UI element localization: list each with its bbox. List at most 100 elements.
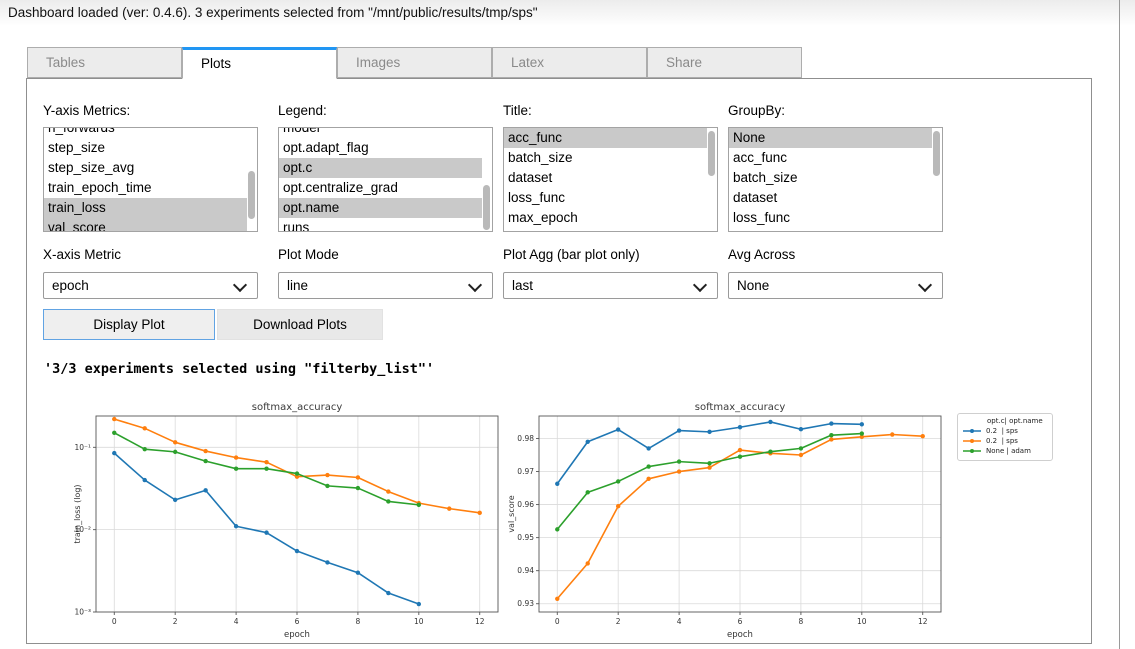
plot-legend-entry: None | adam — [963, 446, 1047, 456]
legend-listbox[interactable]: model opt.adapt_flag opt.c opt.centralize_g… — [278, 127, 493, 232]
scrollbar-track[interactable] — [247, 128, 257, 231]
list-option-model[interactable]: model — [283, 127, 320, 135]
list-option-acc_func[interactable]: acc_func — [504, 128, 707, 148]
legend-column: Legend: model opt.adapt_flag opt.c opt.centr… — [278, 103, 493, 232]
svg-text:8: 8 — [799, 617, 804, 626]
list-option-dataset[interactable]: dataset — [508, 170, 553, 185]
scrollbar-track[interactable] — [482, 128, 492, 231]
plot-legend-header: opt.c| opt.name — [987, 417, 1043, 425]
list-option-train_loss[interactable]: train_loss — [44, 198, 247, 218]
svg-text:softmax_accuracy: softmax_accuracy — [252, 402, 343, 413]
list-option-max_epoch[interactable]: max_epoch — [508, 210, 578, 225]
svg-text:12: 12 — [475, 617, 485, 626]
svg-text:0.94: 0.94 — [517, 566, 534, 575]
list-option-step_size_avg[interactable]: step_size_avg — [48, 160, 135, 175]
y-axis-metrics-label: Y-axis Metrics: — [43, 103, 131, 118]
list-option-step_size[interactable]: step_size — [48, 140, 106, 155]
svg-text:4: 4 — [234, 617, 239, 626]
avg-across-group: Avg Across None — [728, 247, 943, 299]
chevron-down-icon — [232, 277, 248, 293]
plot-agg-dropdown[interactable]: last — [503, 272, 718, 299]
legend-label: Legend: — [278, 103, 327, 118]
list-option-dataset[interactable]: dataset — [733, 190, 778, 205]
tab-tables[interactable]: Tables — [27, 47, 182, 78]
list-option-opt.adapt_flag[interactable]: opt.adapt_flag — [283, 140, 369, 155]
scrollbar-track[interactable] — [932, 128, 942, 231]
plot-legend-label: 0.2 | sps — [986, 427, 1018, 435]
list-option-loss_func[interactable]: loss_func — [733, 210, 791, 225]
train-loss-chart: 0 2 4 6 8 10 12 10⁻¹ 10⁻² 10⁻³ softmax_accuracyepo… — [73, 402, 499, 640]
svg-text:0.95: 0.95 — [517, 533, 534, 542]
svg-text:10⁻¹: 10⁻¹ — [74, 443, 91, 452]
svg-text:4: 4 — [677, 617, 682, 626]
groupby-label: GroupBy: — [728, 103, 786, 118]
svg-text:8: 8 — [356, 617, 361, 626]
x-axis-metric-label: X-axis Metric — [43, 247, 122, 262]
legend-line-marker-icon — [963, 429, 981, 433]
plot-mode-dropdown[interactable]: line — [278, 272, 493, 299]
svg-text:10⁻²: 10⁻² — [74, 525, 91, 534]
download-plots-button[interactable]: Download Plots — [217, 309, 383, 340]
plot-mode-label: Plot Mode — [278, 247, 339, 262]
display-plot-button[interactable]: Display Plot — [43, 309, 215, 340]
svg-text:10: 10 — [414, 617, 424, 626]
svg-text:2: 2 — [616, 617, 621, 626]
tab-latex[interactable]: Latex — [492, 47, 647, 78]
svg-text:0: 0 — [112, 617, 117, 626]
plot-agg-value: last — [512, 278, 534, 293]
svg-text:softmax_accuracy: softmax_accuracy — [695, 402, 786, 413]
legend-line-marker-icon — [963, 449, 981, 453]
val-score-chart: 0 2 4 6 8 10 12 0.93 0.94 0.95 0.96 0.97 0.98 softmax… — [507, 402, 942, 640]
svg-text:0.97: 0.97 — [517, 467, 534, 476]
list-option-n_forwards[interactable]: n_forwards — [48, 127, 115, 135]
tab-images[interactable]: Images — [337, 47, 492, 78]
list-option-batch_size[interactable]: batch_size — [508, 150, 573, 165]
scrollbar-thumb[interactable] — [483, 184, 490, 230]
y-axis-metrics-listbox[interactable]: n_forwards step_size step_size_avg train_ep… — [43, 127, 258, 232]
svg-text:val_score: val_score — [507, 495, 516, 532]
avg-across-label: Avg Across — [728, 247, 796, 262]
plot-legend-label: None | adam — [986, 447, 1031, 455]
scrollbar-track[interactable] — [707, 128, 717, 231]
scrollbar-thumb[interactable] — [708, 131, 715, 177]
list-option-batch_size[interactable]: batch_size — [733, 170, 798, 185]
svg-text:epoch: epoch — [727, 630, 753, 640]
list-option-opt.centralize_grad[interactable]: opt.centralize_grad — [283, 180, 398, 195]
svg-text:2: 2 — [173, 617, 178, 626]
list-option-runs[interactable]: runs — [283, 220, 310, 232]
legend-line-marker-icon — [963, 439, 981, 443]
plot-mode-group: Plot Mode line — [278, 247, 493, 299]
plot-legend-label: 0.2 | sps — [986, 437, 1018, 445]
list-option-loss_func[interactable]: loss_func — [508, 190, 566, 205]
plot-legend-entry: 0.2 | sps — [963, 426, 1047, 436]
x-axis-metric-dropdown[interactable]: epoch — [43, 272, 258, 299]
y-axis-metrics-column: Y-axis Metrics: n_forwards step_size step_s… — [43, 103, 258, 232]
x-axis-metric-value: epoch — [52, 278, 89, 293]
list-option-train_epoch_time[interactable]: train_epoch_time — [48, 180, 152, 195]
svg-text:0.96: 0.96 — [517, 500, 534, 509]
list-option-opt.c[interactable]: opt.c — [279, 158, 482, 178]
svg-text:0.98: 0.98 — [517, 434, 534, 443]
list-option-val_score[interactable]: val_score — [44, 218, 247, 231]
plot-agg-group: Plot Agg (bar plot only) last — [503, 247, 718, 299]
svg-text:12: 12 — [918, 617, 928, 626]
svg-text:epoch: epoch — [284, 630, 310, 640]
plot-mode-value: line — [287, 278, 309, 293]
chevron-down-icon — [692, 277, 708, 293]
svg-text:train_loss (log): train_loss (log) — [73, 484, 82, 543]
avg-across-dropdown[interactable]: None — [728, 272, 943, 299]
tab-plots[interactable]: Plots — [182, 47, 337, 79]
list-option-None[interactable]: None — [729, 128, 932, 148]
list-option-opt.name[interactable]: opt.name — [279, 198, 482, 218]
tab-share[interactable]: Share — [647, 47, 802, 78]
x-axis-metric-group: X-axis Metric epoch — [43, 247, 258, 299]
list-option-acc_func[interactable]: acc_func — [733, 150, 788, 165]
scrollbar-thumb[interactable] — [933, 131, 940, 177]
notebook-cell-border — [1119, 0, 1120, 649]
title-label: Title: — [503, 103, 532, 118]
scrollbar-thumb[interactable] — [248, 171, 255, 219]
